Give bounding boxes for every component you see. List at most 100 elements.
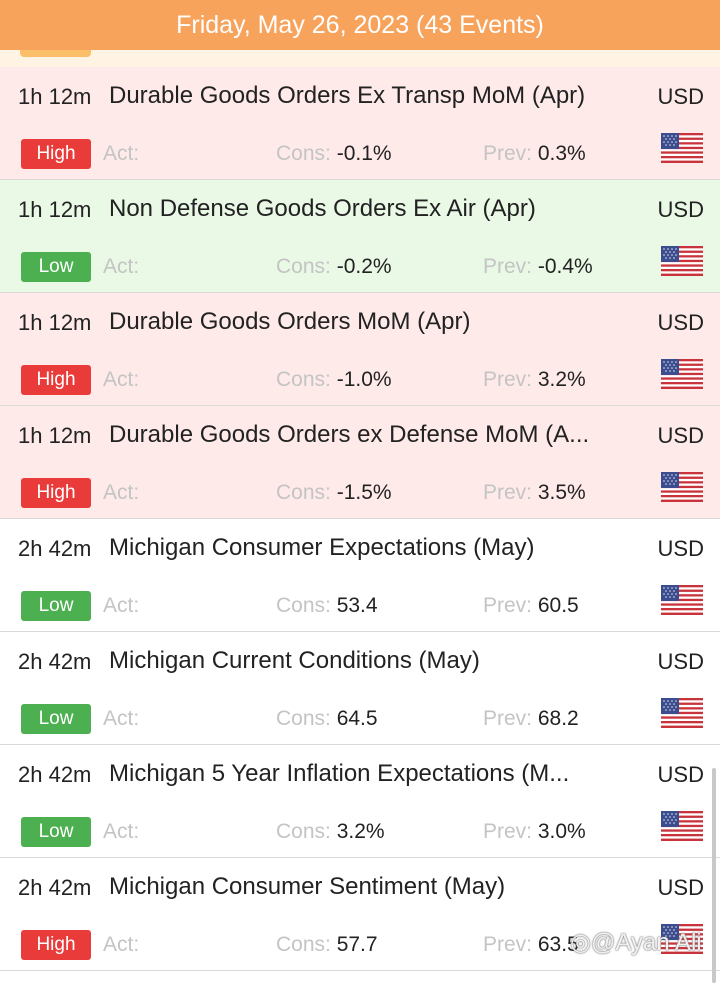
- us-flag-icon: [661, 811, 703, 841]
- consensus-label: Cons:: [276, 707, 331, 730]
- event-currency: USD: [657, 536, 704, 561]
- previous-value: 3.5%: [537, 481, 586, 504]
- event-title: Michigan Consumer Expectations (May): [109, 534, 535, 561]
- actual-label: Act:: [103, 707, 140, 730]
- event-row[interactable]: 2h 42m Michigan 5 Year Inflation Expecta…: [0, 745, 720, 858]
- consensus-field: Cons: -0.1%: [276, 142, 392, 166]
- previous-badge-sliver: [20, 50, 91, 57]
- us-flag-icon: [661, 359, 703, 389]
- events-list: 1h 12m Durable Goods Orders Ex Transp Mo…: [0, 67, 720, 971]
- event-time: 2h 42m: [18, 649, 92, 674]
- previous-value: 3.0%: [537, 820, 586, 843]
- event-time: 1h 12m: [18, 84, 92, 109]
- scrollbar[interactable]: [712, 768, 716, 983]
- consensus-field: Cons: 53.4: [276, 594, 378, 618]
- previous-label: Prev:: [483, 481, 533, 504]
- consensus-field: Cons: 3.2%: [276, 820, 385, 844]
- actual-field: Act:: [103, 707, 139, 731]
- impact-badge: Low: [21, 591, 91, 621]
- event-row[interactable]: 2h 42m Michigan Current Conditions (May)…: [0, 632, 720, 745]
- event-row[interactable]: 1h 12m Durable Goods Orders Ex Transp Mo…: [0, 67, 720, 180]
- previous-value: 0.3%: [537, 142, 586, 165]
- us-flag-icon: [661, 133, 703, 163]
- consensus-field: Cons: -0.2%: [276, 255, 392, 279]
- event-currency: USD: [657, 762, 704, 787]
- previous-field: Prev: -0.4%: [483, 255, 593, 279]
- event-row[interactable]: 1h 12m Durable Goods Orders ex Defense M…: [0, 406, 720, 519]
- event-title: Michigan Current Conditions (May): [109, 647, 480, 674]
- actual-field: Act:: [103, 481, 139, 505]
- impact-badge: High: [21, 139, 91, 169]
- date-header-title: Friday, May 26, 2023 (43 Events): [176, 11, 544, 39]
- previous-label: Prev:: [483, 368, 533, 391]
- previous-label: Prev:: [483, 255, 533, 278]
- consensus-field: Cons: -1.0%: [276, 368, 392, 392]
- event-row[interactable]: 2h 42m Michigan Consumer Sentiment (May)…: [0, 858, 720, 971]
- previous-label: Prev:: [483, 933, 533, 956]
- event-title: Michigan Consumer Sentiment (May): [109, 873, 506, 900]
- previous-value: 60.5: [537, 594, 579, 617]
- event-row[interactable]: 1h 12m Durable Goods Orders MoM (Apr) US…: [0, 293, 720, 406]
- actual-field: Act:: [103, 368, 139, 392]
- actual-label: Act:: [103, 368, 140, 391]
- previous-value: 63.5: [537, 933, 579, 956]
- previous-field: Prev: 68.2: [483, 707, 579, 731]
- consensus-value: 64.5: [336, 707, 378, 730]
- watermark-logo-icon: ◎: [570, 929, 591, 956]
- us-flag-icon: [661, 924, 703, 954]
- us-flag-icon: [661, 246, 703, 276]
- consensus-value: 53.4: [336, 594, 378, 617]
- consensus-field: Cons: -1.5%: [276, 481, 392, 505]
- event-currency: USD: [657, 84, 704, 109]
- previous-field: Prev: 63.5: [483, 933, 579, 957]
- actual-label: Act:: [103, 481, 140, 504]
- actual-label: Act:: [103, 594, 140, 617]
- watermark-text: @Ayan Ali: [590, 929, 702, 956]
- previous-field: Prev: 3.2%: [483, 368, 586, 392]
- consensus-label: Cons:: [276, 820, 331, 843]
- previous-label: Prev:: [483, 142, 533, 165]
- impact-badge: High: [21, 930, 91, 960]
- event-currency: USD: [657, 310, 704, 335]
- event-title: Non Defense Goods Orders Ex Air (Apr): [109, 195, 536, 222]
- event-time: 1h 12m: [18, 423, 92, 448]
- event-time: 1h 12m: [18, 197, 92, 222]
- event-title: Michigan 5 Year Inflation Expectations (…: [109, 760, 570, 787]
- event-time: 2h 42m: [18, 536, 92, 561]
- event-time: 1h 12m: [18, 310, 92, 335]
- actual-field: Act:: [103, 933, 139, 957]
- consensus-value: 3.2%: [336, 820, 385, 843]
- impact-badge: Low: [21, 817, 91, 847]
- previous-value: 3.2%: [537, 368, 586, 391]
- event-time: 2h 42m: [18, 762, 92, 787]
- previous-row-sliver: [0, 50, 720, 67]
- impact-badge: High: [21, 365, 91, 395]
- impact-badge: High: [21, 478, 91, 508]
- previous-field: Prev: 3.5%: [483, 481, 586, 505]
- actual-label: Act:: [103, 255, 140, 278]
- watermark: ◎@Ayan Ali: [570, 928, 702, 957]
- consensus-field: Cons: 64.5: [276, 707, 378, 731]
- us-flag-icon: [661, 585, 703, 615]
- consensus-label: Cons:: [276, 594, 331, 617]
- event-row[interactable]: 2h 42m Michigan Consumer Expectations (M…: [0, 519, 720, 632]
- previous-field: Prev: 60.5: [483, 594, 579, 618]
- consensus-value: -1.5%: [336, 481, 392, 504]
- previous-label: Prev:: [483, 594, 533, 617]
- us-flag-icon: [661, 698, 703, 728]
- event-title: Durable Goods Orders MoM (Apr): [109, 308, 471, 335]
- previous-label: Prev:: [483, 707, 533, 730]
- event-currency: USD: [657, 423, 704, 448]
- consensus-field: Cons: 57.7: [276, 933, 378, 957]
- consensus-label: Cons:: [276, 142, 331, 165]
- actual-field: Act:: [103, 142, 139, 166]
- consensus-label: Cons:: [276, 255, 331, 278]
- impact-badge: Low: [21, 252, 91, 282]
- event-title: Durable Goods Orders Ex Transp MoM (Apr): [109, 82, 586, 109]
- actual-field: Act:: [103, 820, 139, 844]
- previous-field: Prev: 3.0%: [483, 820, 586, 844]
- actual-label: Act:: [103, 820, 140, 843]
- event-row[interactable]: 1h 12m Non Defense Goods Orders Ex Air (…: [0, 180, 720, 293]
- previous-field: Prev: 0.3%: [483, 142, 586, 166]
- impact-badge: Low: [21, 704, 91, 734]
